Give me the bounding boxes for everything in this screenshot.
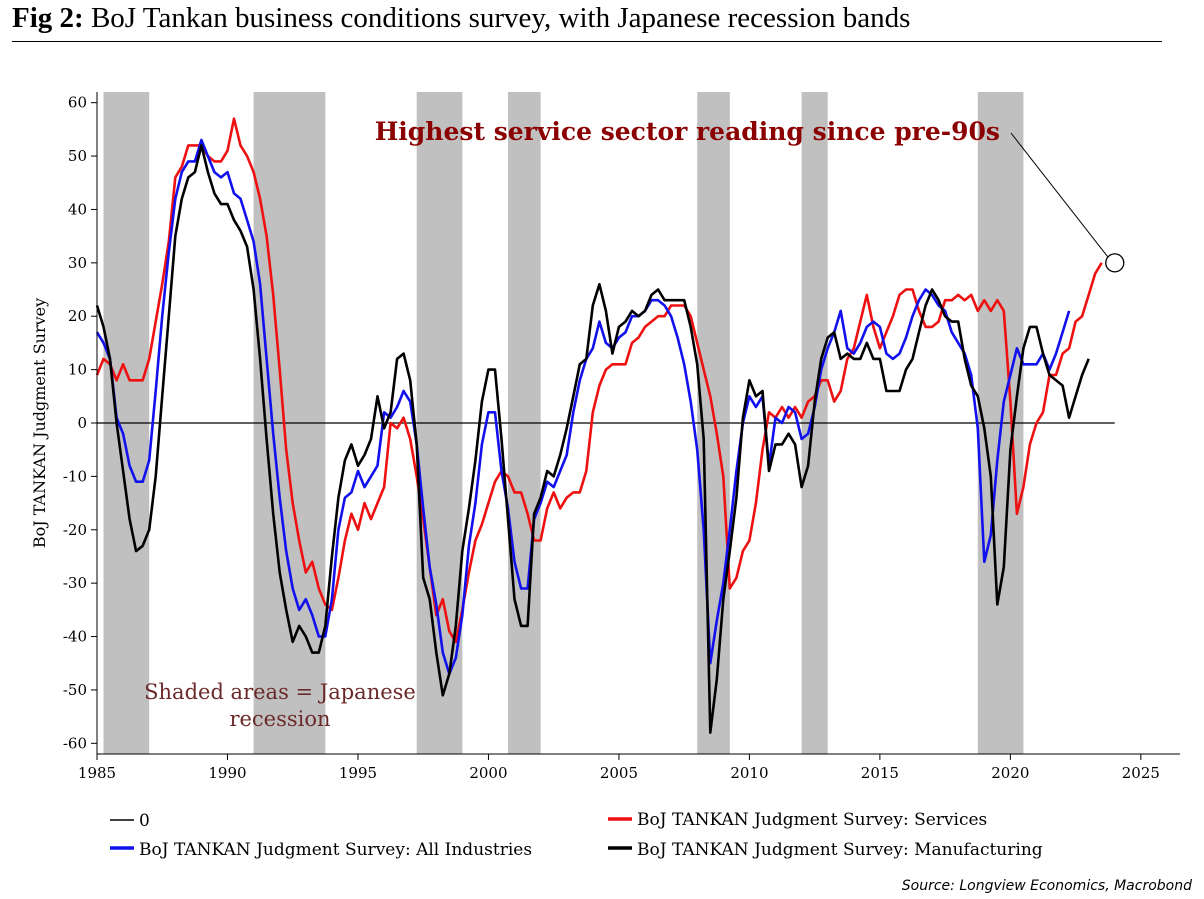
y-tick-label: 30 bbox=[68, 254, 87, 272]
x-tick-label: 2005 bbox=[600, 764, 638, 782]
legend-label-zero: 0 bbox=[139, 811, 150, 831]
recession-note-line-1: Shaded areas = Japanese bbox=[144, 680, 416, 704]
series-line-manufacturing bbox=[95, 144, 1090, 734]
figure-label: Fig 2: bbox=[12, 2, 84, 34]
x-tick-label: 2020 bbox=[991, 764, 1029, 782]
series-group bbox=[95, 117, 1103, 734]
x-tick-label: 1985 bbox=[78, 764, 116, 782]
legend-label-all-industries: BoJ TANKAN Judgment Survey: All Industri… bbox=[139, 840, 532, 860]
x-tick-label: 1995 bbox=[339, 764, 377, 782]
x-tick-label: 2025 bbox=[1122, 764, 1160, 782]
annotations: Highest service sector reading since pre… bbox=[144, 117, 1125, 731]
x-tick-label: 2010 bbox=[730, 764, 768, 782]
series-line-services bbox=[95, 117, 1103, 644]
y-tick-label: -60 bbox=[63, 734, 87, 752]
figure-title-text: BoJ Tankan business conditions survey, w… bbox=[90, 2, 911, 34]
x-tick-label: 2015 bbox=[861, 764, 899, 782]
source-note: Source: Longview Economics, Macrobond bbox=[901, 878, 1192, 894]
legend: 0 BoJ TANKAN Judgment Survey: Services B… bbox=[110, 810, 1043, 860]
series-line-all-industries bbox=[95, 138, 1071, 676]
x-tick-label: 1990 bbox=[208, 764, 246, 782]
callout-circle bbox=[1105, 253, 1125, 273]
y-tick-label: -40 bbox=[63, 628, 87, 646]
y-tick-label: 50 bbox=[68, 147, 87, 165]
y-tick-label: -10 bbox=[63, 467, 87, 485]
legend-label-manufacturing: BoJ TANKAN Judgment Survey: Manufacturin… bbox=[637, 840, 1043, 860]
y-tick-label: 0 bbox=[77, 414, 87, 432]
y-tick-label: 60 bbox=[68, 94, 87, 112]
callout-leader-line bbox=[1010, 132, 1109, 258]
figure-title: Fig 2: BoJ Tankan business conditions su… bbox=[12, 2, 910, 35]
y-tick-label: 10 bbox=[68, 361, 87, 379]
title-rule bbox=[12, 41, 1162, 42]
y-tick-label: 20 bbox=[68, 307, 87, 325]
callout-text: Highest service sector reading since pre… bbox=[375, 117, 1000, 146]
x-tick-label: 2000 bbox=[469, 764, 507, 782]
y-tick-label: -30 bbox=[63, 574, 87, 592]
y-tick-label: 40 bbox=[68, 200, 87, 218]
legend-label-services: BoJ TANKAN Judgment Survey: Services bbox=[637, 810, 987, 830]
recession-note-line-2: recession bbox=[229, 707, 330, 731]
y-tick-label: -20 bbox=[63, 521, 87, 539]
y-tick-label: -50 bbox=[63, 681, 87, 699]
y-axis-label: BoJ TANKAN Judgment Survey bbox=[30, 298, 49, 548]
